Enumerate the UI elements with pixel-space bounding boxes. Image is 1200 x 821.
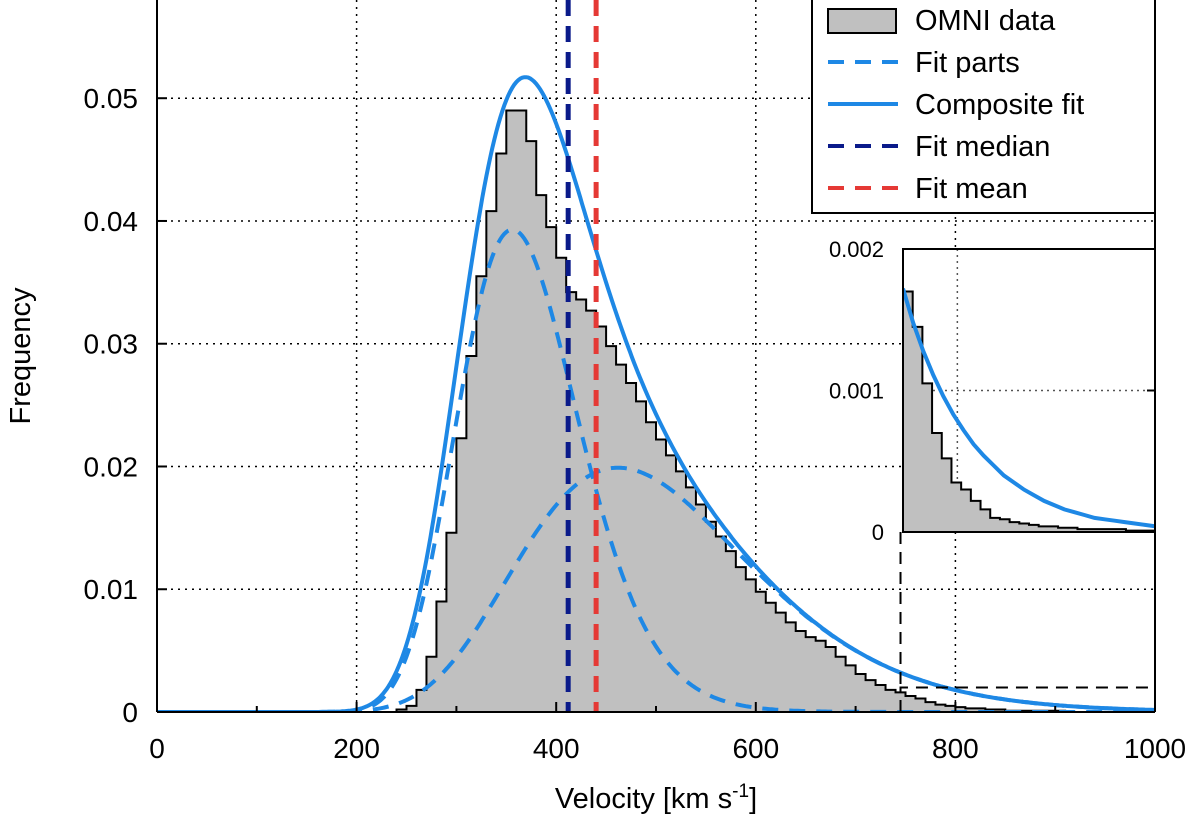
histogram-area xyxy=(157,109,1155,712)
fit-part-curve-1 xyxy=(157,227,1155,712)
zoom-region-box xyxy=(899,686,1155,712)
x-axis-title: Velocity [km s-1] xyxy=(555,781,757,815)
x-tick-label: 400 xyxy=(533,733,580,764)
legend-swatch-omni-data xyxy=(827,8,897,34)
inset-histogram xyxy=(903,290,1155,532)
legend-label: Composite fit xyxy=(915,89,1084,121)
legend-box xyxy=(811,0,1156,214)
legend-label: OMNI data xyxy=(915,5,1056,37)
y-axis-title: Frequency xyxy=(5,287,37,425)
y-tick-label: 0.01 xyxy=(84,574,139,605)
inset-y-tick-label: 0 xyxy=(872,520,884,545)
inset-plot: 0 0.001 0.002 xyxy=(829,237,1156,545)
x-tick-label: 200 xyxy=(333,733,380,764)
y-tick-label: 0.05 xyxy=(84,83,139,114)
x-tick-label: 1000 xyxy=(1124,733,1186,764)
y-tick-label: 0.02 xyxy=(84,451,139,482)
legend-label: Fit median xyxy=(915,131,1050,163)
y-tick-label: 0 xyxy=(122,697,138,728)
y-tick-label: 0.04 xyxy=(84,206,139,237)
inset-fit-curve xyxy=(903,288,1155,529)
inset-y-tick-label: 0.002 xyxy=(829,237,884,262)
x-tick-label: 800 xyxy=(932,733,979,764)
stat-lines xyxy=(565,0,599,712)
x-tick-label: 0 xyxy=(149,733,165,764)
x-tick-label: 600 xyxy=(732,733,779,764)
x-tick-labels: 0 200 400 600 800 1000 xyxy=(149,733,1186,764)
histogram-bars xyxy=(157,109,1155,712)
y-tick-labels: 0 0.01 0.02 0.03 0.04 0.05 xyxy=(84,83,139,728)
legend-label: Fit parts xyxy=(915,47,1020,79)
y-tick-label: 0.03 xyxy=(84,329,139,360)
inset-content xyxy=(903,288,1155,532)
legend-label: Fit mean xyxy=(915,173,1028,205)
inset-y-tick-label: 0.001 xyxy=(829,379,884,404)
legend: OMNI data Fit parts Composite fit Fit media… xyxy=(811,0,1156,214)
